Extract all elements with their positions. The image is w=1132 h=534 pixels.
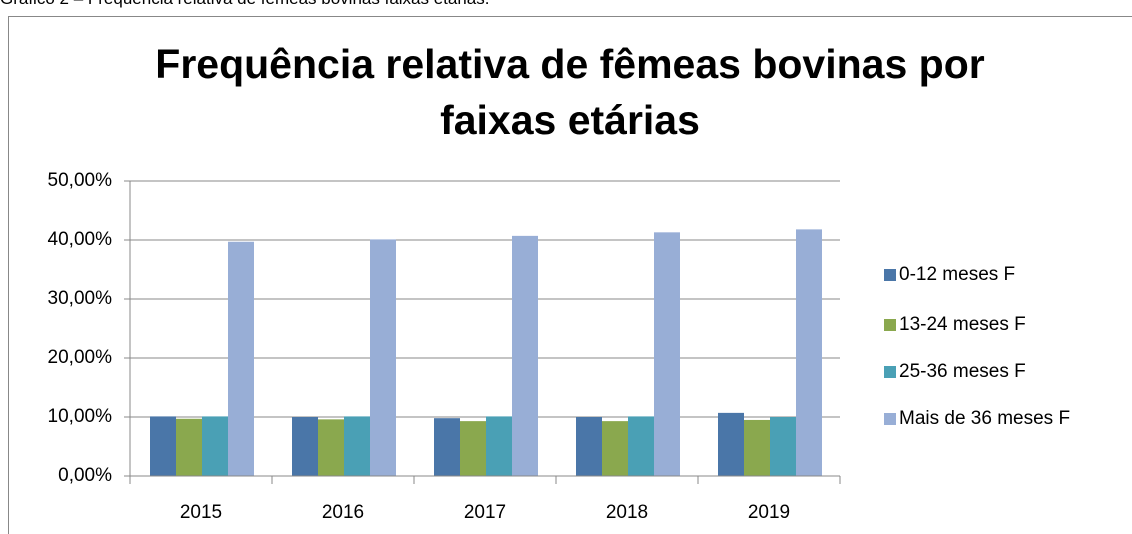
bar [318, 419, 344, 476]
x-tick-label: 2016 [322, 502, 364, 523]
bar [292, 417, 318, 476]
x-tick-label: 2018 [606, 502, 648, 523]
caption: Gráfico 2 – Frequência relativa de fêmea… [0, 0, 489, 9]
bar [770, 417, 796, 476]
bar [228, 241, 254, 476]
bar [602, 421, 628, 476]
bar [718, 412, 744, 476]
y-tick-label: 50,00% [48, 170, 113, 191]
bar [150, 416, 176, 476]
y-tick-label: 40,00% [48, 229, 113, 250]
bar [796, 229, 822, 476]
y-tick-label: 0,00% [58, 465, 112, 486]
bar [512, 235, 538, 476]
bar [486, 416, 512, 476]
legend-swatch [884, 366, 896, 378]
bar [176, 418, 202, 476]
bar [654, 232, 680, 476]
bar [344, 416, 370, 476]
legend-swatch [884, 269, 896, 281]
x-tick-label: 2019 [748, 502, 790, 523]
legend-label: 0-12 meses F [899, 264, 1015, 285]
x-tick-label: 2017 [464, 502, 506, 523]
legend-swatch [884, 413, 896, 425]
legend-swatch [884, 319, 896, 331]
legend-label: 13-24 meses F [899, 314, 1026, 335]
y-tick-label: 20,00% [48, 347, 113, 368]
bar [576, 417, 602, 476]
legend-label: Mais de 36 meses F [899, 408, 1070, 429]
x-tick-label: 2015 [180, 502, 222, 523]
chart-border [8, 16, 1132, 534]
bar [370, 239, 396, 476]
chart-title: Frequência relativa de fêmeas bovinas po… [155, 41, 985, 143]
bar [744, 419, 770, 476]
y-tick-label: 30,00% [48, 288, 113, 309]
bar [434, 418, 460, 476]
bar [202, 416, 228, 476]
bar [628, 416, 654, 476]
legend-label: 25-36 meses F [899, 361, 1026, 382]
y-tick-label: 10,00% [48, 406, 113, 427]
bar [460, 421, 486, 476]
